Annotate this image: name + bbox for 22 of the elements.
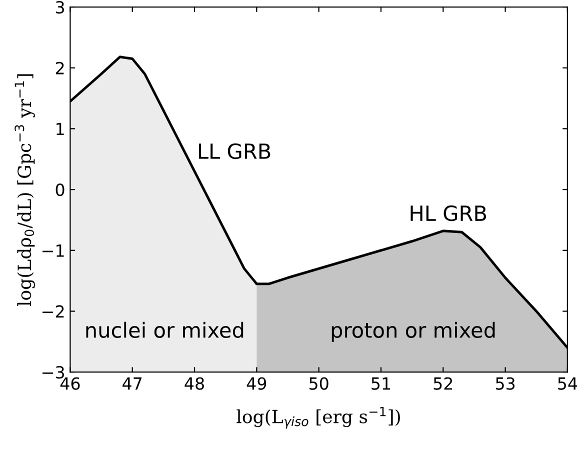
x-tick-label: 53: [496, 377, 515, 390]
x-tick-label: 50: [310, 377, 328, 390]
y-axis-title: log(Ldρ$_{0}$/dL) [Gpc$^{−3}$ yr$^{−1}$]: [14, 74, 35, 306]
x-tick-label: 47: [122, 377, 142, 390]
x-tick-label: 49: [246, 377, 266, 390]
y-tick-label: 2: [56, 62, 64, 74]
y-tick-label: 3: [56, 0, 64, 14]
x-tick-label: 52: [434, 377, 452, 390]
x-tick-label: 54: [558, 377, 578, 390]
x-tick-label: 51: [372, 377, 390, 390]
annotation: HL GRB: [410, 205, 486, 222]
x-axis-title: log(L$_{γiso}$ [erg s$^{−1}$]): [236, 406, 400, 429]
y-tick-label: −2: [42, 305, 64, 318]
y-tick-label: −3: [42, 366, 64, 379]
x-tick-label: 48: [184, 377, 204, 390]
annotation: proton or mixed: [332, 322, 495, 342]
annotation: nuclei or mixed: [86, 322, 244, 338]
y-tick-label: −1: [42, 244, 64, 257]
x-tick-label: 46: [60, 377, 80, 390]
y-tick-label: 0: [56, 184, 64, 196]
y-tick-label: 1: [56, 122, 64, 136]
annotation: LL GRB: [198, 143, 270, 160]
